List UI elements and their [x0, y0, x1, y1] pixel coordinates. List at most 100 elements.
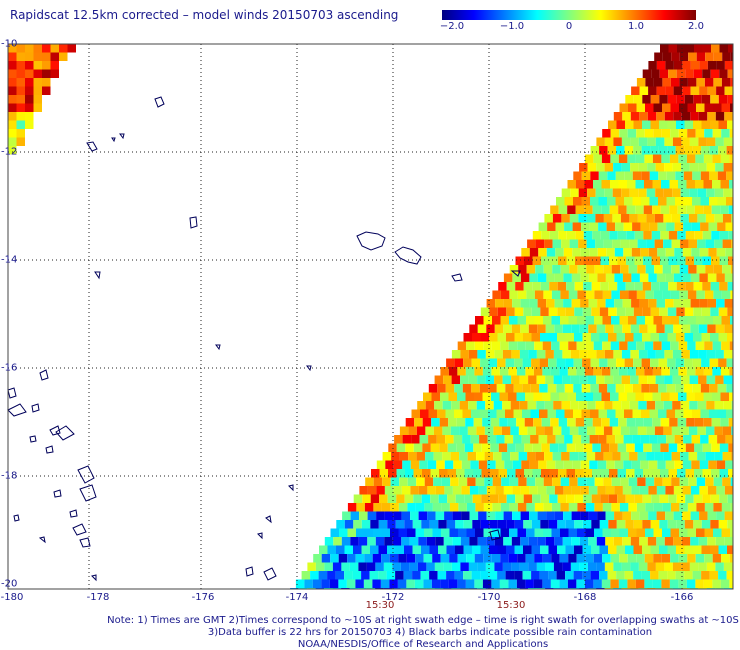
swath-cell	[564, 409, 573, 418]
wind-difference-swath	[8, 44, 733, 589]
swath-cell	[539, 409, 548, 418]
swath-cell	[618, 180, 627, 189]
swath-cell	[665, 511, 674, 520]
swath-cell	[642, 494, 652, 503]
swath-cell	[702, 69, 711, 78]
swath-cell	[526, 477, 536, 486]
swath-cell	[602, 290, 612, 299]
swath-cell	[726, 384, 733, 393]
swath-cell	[587, 562, 597, 571]
swath-cell	[678, 154, 687, 163]
swath-cell	[612, 239, 621, 248]
swath-cell	[400, 562, 410, 571]
swath-cell	[721, 528, 730, 537]
swath-cell	[8, 78, 17, 87]
swath-cell	[659, 307, 668, 316]
swath-cell	[715, 112, 725, 121]
swath-cell	[627, 154, 636, 163]
swath-cell	[8, 146, 17, 155]
swath-cell	[531, 545, 540, 554]
swath-cell	[681, 562, 690, 571]
swath-cell	[716, 273, 725, 282]
swath-cell	[534, 316, 543, 325]
swath-cell	[720, 154, 730, 163]
swath-cell	[730, 290, 733, 299]
lon-label: -180	[0, 592, 24, 603]
swath-cell	[349, 562, 359, 571]
swath-cell	[511, 350, 520, 359]
swath-cell	[541, 256, 550, 265]
swath-cell	[454, 409, 463, 418]
lat-label: -18	[1, 470, 18, 482]
swath-cell	[718, 520, 728, 529]
swath-cell	[373, 503, 382, 512]
swath-cell	[712, 180, 721, 189]
swath-cell	[42, 86, 51, 95]
swath-cell	[631, 511, 640, 520]
swath-cell	[649, 197, 658, 206]
swath-cell	[719, 256, 728, 265]
swath-cell	[609, 469, 618, 478]
swath-cell	[430, 494, 439, 503]
swath-cell	[561, 214, 570, 223]
swath-cell	[568, 554, 577, 563]
swath-cell	[723, 137, 733, 146]
swath-cell	[628, 503, 637, 512]
swath-cell	[671, 452, 681, 461]
swath-cell	[622, 486, 632, 495]
swath-time-label: 15:30	[496, 600, 526, 611]
swath-cell	[717, 409, 726, 418]
swath-cell	[684, 358, 693, 367]
swath-cell	[452, 511, 462, 520]
swath-cell	[549, 494, 558, 503]
swath-cell	[693, 120, 702, 129]
swath-cell	[626, 231, 635, 240]
swath-cell	[566, 469, 575, 478]
swath-cell	[614, 511, 623, 520]
swath-cell	[673, 273, 683, 282]
swath-cell	[485, 375, 495, 384]
swath-cell	[617, 231, 627, 240]
swath-cell	[614, 273, 623, 282]
swath-cell	[526, 528, 535, 537]
swath-cell	[583, 282, 592, 291]
swath-cell	[710, 69, 720, 78]
swath-cell	[600, 282, 609, 291]
swath-cell	[576, 579, 585, 588]
swath-cell	[718, 333, 727, 342]
swath-cell	[585, 503, 595, 512]
swath-cell	[640, 248, 649, 257]
swath-cell	[676, 307, 685, 316]
swath-cell	[555, 248, 564, 257]
swath-cell	[636, 78, 646, 87]
swath-cell	[494, 562, 503, 571]
swath-cell	[677, 205, 687, 214]
swath-cell	[627, 341, 637, 350]
swath-cell	[729, 554, 733, 563]
swath-cell	[574, 333, 583, 342]
swath-cell	[728, 443, 733, 452]
swath-cell	[631, 299, 640, 308]
swath-cell	[581, 409, 590, 418]
swath-cell	[369, 571, 379, 580]
swath-cell	[472, 520, 481, 529]
swath-cell	[602, 503, 612, 512]
swath-cell	[451, 350, 461, 359]
swath-cell	[457, 554, 467, 563]
swath-cell	[698, 112, 708, 121]
swath-cell	[481, 494, 490, 503]
swath-cell	[556, 384, 565, 393]
swath-cell	[393, 486, 402, 495]
swath-cell	[619, 554, 628, 563]
swath-cell	[538, 248, 547, 257]
swath-cell	[8, 44, 17, 53]
swath-cell	[605, 537, 614, 546]
swath-cell	[399, 477, 408, 486]
swath-cell	[610, 392, 619, 401]
swath-cell	[637, 239, 647, 248]
swath-cell	[607, 197, 616, 206]
swath-cell	[724, 324, 733, 333]
swath-cell	[681, 112, 691, 121]
swath-cell	[443, 562, 452, 571]
swath-cell	[533, 367, 543, 376]
